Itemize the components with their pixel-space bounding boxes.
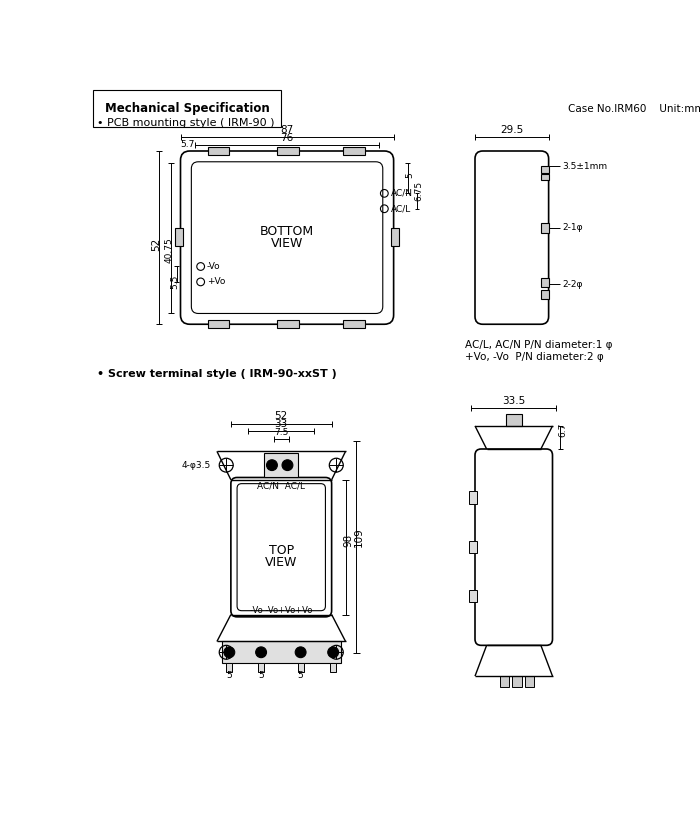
Text: 7.5: 7.5 bbox=[274, 427, 288, 436]
Text: TOP: TOP bbox=[269, 544, 294, 557]
FancyBboxPatch shape bbox=[475, 151, 549, 324]
Text: 2-2φ: 2-2φ bbox=[563, 279, 583, 289]
Bar bbox=[541, 224, 549, 233]
Circle shape bbox=[328, 647, 339, 658]
Text: 33.5: 33.5 bbox=[502, 396, 526, 406]
FancyBboxPatch shape bbox=[475, 449, 552, 645]
Bar bbox=[541, 174, 549, 180]
Bar bbox=[208, 147, 230, 155]
Text: +Vo, -Vo  P/N diameter:2 φ: +Vo, -Vo P/N diameter:2 φ bbox=[465, 352, 603, 362]
Text: -Vo -Vo+Vo+Vo: -Vo -Vo+Vo+Vo bbox=[250, 606, 312, 615]
Text: 98: 98 bbox=[343, 534, 353, 547]
Text: +Vo: +Vo bbox=[207, 277, 225, 286]
Circle shape bbox=[267, 459, 277, 470]
Bar bbox=[175, 228, 183, 247]
Text: 109: 109 bbox=[354, 528, 364, 547]
Bar bbox=[343, 147, 365, 155]
Text: 6.75: 6.75 bbox=[414, 181, 424, 201]
Text: Mechanical Specification: Mechanical Specification bbox=[104, 102, 270, 115]
Text: VIEW: VIEW bbox=[270, 237, 303, 250]
Bar bbox=[469, 492, 477, 504]
Bar bbox=[506, 414, 522, 426]
Text: 4-φ3.5: 4-φ3.5 bbox=[182, 460, 211, 469]
Text: 52: 52 bbox=[151, 238, 162, 251]
Text: AC/L: AC/L bbox=[391, 204, 411, 213]
Bar bbox=[277, 147, 299, 155]
Text: 6.7: 6.7 bbox=[558, 423, 567, 437]
Circle shape bbox=[256, 647, 267, 658]
Text: 2-1φ: 2-1φ bbox=[563, 224, 583, 233]
Text: BOTTOM: BOTTOM bbox=[260, 224, 314, 238]
Text: 5.7: 5.7 bbox=[181, 141, 195, 150]
Circle shape bbox=[282, 459, 293, 470]
Text: -Vo: -Vo bbox=[207, 262, 220, 271]
Text: 29.5: 29.5 bbox=[500, 125, 524, 135]
Text: 5: 5 bbox=[227, 671, 232, 680]
Bar bbox=[277, 321, 299, 328]
FancyBboxPatch shape bbox=[191, 162, 383, 313]
Text: 3.5±1mm: 3.5±1mm bbox=[563, 162, 608, 171]
Bar bbox=[94, 104, 102, 113]
Text: 5: 5 bbox=[258, 671, 264, 680]
Text: 5: 5 bbox=[298, 671, 304, 680]
Circle shape bbox=[224, 647, 234, 658]
Bar bbox=[208, 321, 230, 328]
Bar bbox=[541, 289, 549, 299]
Bar bbox=[330, 663, 336, 672]
Text: 5.5: 5.5 bbox=[170, 275, 178, 289]
Bar bbox=[264, 453, 298, 478]
Bar bbox=[298, 663, 304, 672]
Bar bbox=[226, 663, 232, 672]
Bar bbox=[391, 228, 399, 247]
Text: • Screw terminal style ( IRM-90-xxST ): • Screw terminal style ( IRM-90-xxST ) bbox=[97, 369, 337, 379]
Text: Case No.IRM60    Unit:mm: Case No.IRM60 Unit:mm bbox=[568, 104, 700, 113]
Text: VIEW: VIEW bbox=[265, 556, 298, 569]
Bar bbox=[258, 663, 264, 672]
Bar bbox=[500, 677, 509, 687]
Text: 33: 33 bbox=[274, 419, 288, 429]
FancyBboxPatch shape bbox=[231, 478, 332, 616]
Bar bbox=[524, 677, 534, 687]
Text: • PCB mounting style ( IRM-90 ): • PCB mounting style ( IRM-90 ) bbox=[97, 118, 274, 128]
Bar bbox=[512, 677, 522, 687]
Bar bbox=[222, 641, 341, 663]
Text: 5: 5 bbox=[405, 172, 414, 178]
Text: 87: 87 bbox=[281, 125, 294, 135]
Text: AC/N: AC/N bbox=[391, 189, 412, 198]
Text: 52: 52 bbox=[274, 411, 288, 421]
FancyBboxPatch shape bbox=[237, 483, 326, 611]
Bar bbox=[541, 278, 549, 288]
Circle shape bbox=[295, 647, 306, 658]
Text: 76: 76 bbox=[281, 132, 294, 142]
Bar bbox=[469, 541, 477, 553]
FancyBboxPatch shape bbox=[181, 151, 393, 324]
Bar bbox=[469, 590, 477, 603]
Text: 40.75: 40.75 bbox=[164, 238, 174, 263]
Text: AC/L, AC/N P/N diameter:1 φ: AC/L, AC/N P/N diameter:1 φ bbox=[465, 340, 612, 350]
Text: AC/N  AC/L: AC/N AC/L bbox=[258, 482, 305, 491]
Bar bbox=[541, 166, 549, 173]
Bar bbox=[343, 321, 365, 328]
